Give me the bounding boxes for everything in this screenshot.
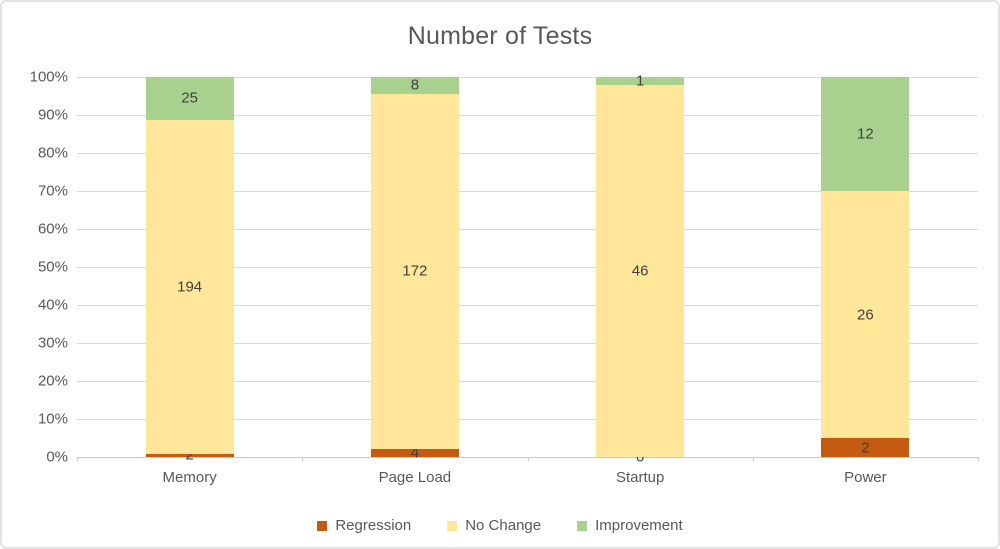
bar-segment-regression bbox=[821, 438, 910, 457]
x-axis-tick-mark bbox=[527, 457, 529, 461]
y-axis-tick-label: 40% bbox=[37, 296, 68, 314]
data-label: 26 bbox=[857, 306, 874, 323]
gridline bbox=[77, 419, 978, 420]
legend: Regression No Change Improvement bbox=[2, 517, 998, 534]
data-label: 2 bbox=[185, 446, 194, 464]
bar-segment-regression bbox=[145, 453, 234, 457]
x-axis-tick-mark bbox=[978, 457, 979, 461]
y-axis-tick-label: 70% bbox=[37, 182, 68, 200]
x-axis-tick-mark bbox=[302, 457, 304, 461]
y-axis-tick-label: 50% bbox=[37, 258, 68, 276]
gridline bbox=[77, 343, 978, 344]
x-axis-category-label: Memory bbox=[162, 469, 217, 486]
gridline bbox=[77, 115, 978, 116]
gridline bbox=[77, 191, 978, 192]
bar-segment-improvement bbox=[596, 77, 685, 86]
y-axis-labels: 0% 10% 20% 30% 40% 50% 60% 70% 80% 90% 100% bbox=[2, 69, 68, 466]
bar-segment-no-change bbox=[145, 120, 234, 454]
data-label: 46 bbox=[631, 262, 649, 280]
gridline bbox=[77, 229, 978, 230]
legend-label: Regression bbox=[335, 517, 412, 534]
data-label: 4 bbox=[410, 444, 420, 462]
legend-swatch-icon bbox=[317, 520, 328, 531]
data-label: 12 bbox=[857, 125, 874, 143]
y-axis-tick-label: 0% bbox=[46, 448, 68, 466]
data-label: 172 bbox=[402, 262, 428, 280]
legend-label: No Change bbox=[465, 517, 542, 534]
bar-segment-regression bbox=[370, 448, 459, 457]
x-axis-tick-mark bbox=[77, 457, 78, 461]
bar-segment-improvement bbox=[370, 77, 459, 94]
bar-segment-no-change bbox=[370, 93, 459, 449]
y-axis-tick-label: 80% bbox=[37, 144, 68, 162]
gridline bbox=[77, 381, 978, 382]
y-axis-tick-label: 100% bbox=[29, 68, 68, 86]
y-axis-tick-label: 90% bbox=[37, 106, 68, 124]
bar-segment-improvement bbox=[821, 77, 910, 191]
x-axis-category-label: Page Load bbox=[378, 469, 452, 486]
gridline bbox=[77, 267, 978, 268]
legend-swatch-icon bbox=[447, 520, 458, 531]
y-axis-tick-label: 30% bbox=[37, 334, 68, 352]
legend-label: Improvement bbox=[595, 517, 683, 534]
legend-item-regression: Regression bbox=[317, 517, 411, 534]
data-label: 8 bbox=[410, 76, 420, 94]
legend-item-no-change: No Change bbox=[447, 517, 541, 534]
legend-item-improvement: Improvement bbox=[577, 517, 683, 534]
bar-segment-no-change bbox=[821, 191, 910, 438]
legend-swatch-icon bbox=[577, 520, 588, 531]
data-label: 194 bbox=[177, 278, 203, 296]
data-label: 2 bbox=[861, 439, 870, 456]
data-label: 25 bbox=[181, 89, 198, 107]
gridline bbox=[77, 153, 978, 154]
x-axis-tick-mark bbox=[752, 457, 754, 461]
data-label: 0 bbox=[635, 448, 645, 466]
gridline bbox=[77, 77, 978, 78]
x-axis-category-label: Power bbox=[844, 469, 887, 486]
bar-segment-improvement bbox=[145, 77, 234, 120]
x-axis-category-label: Startup bbox=[615, 469, 665, 486]
gridline bbox=[77, 305, 978, 306]
chart-title: Number of Tests bbox=[407, 22, 593, 50]
data-label: 1 bbox=[635, 72, 645, 90]
y-axis-tick-label: 60% bbox=[37, 220, 68, 238]
plot-area: 2 194 25 Memory 4 172 8 Page Load 0 46 1 Startup 2 26… bbox=[77, 73, 979, 486]
bar-segment-no-change bbox=[596, 85, 685, 457]
y-axis-tick-label: 10% bbox=[37, 410, 68, 428]
y-axis-tick-label: 20% bbox=[37, 372, 68, 390]
